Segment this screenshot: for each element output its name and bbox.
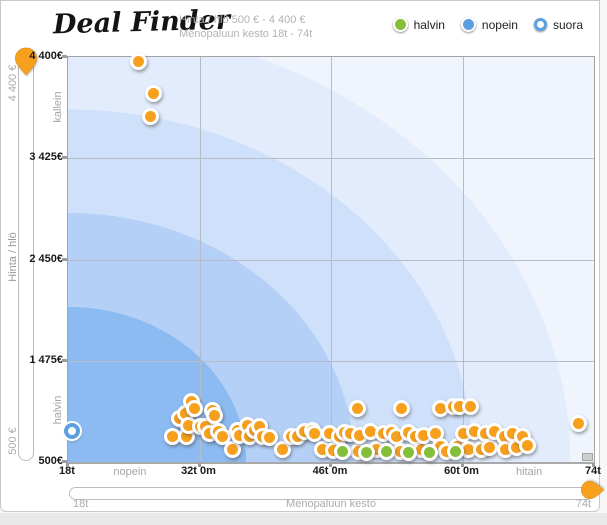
x-tick-mark [66,463,69,467]
fastest-dot-icon [460,17,476,32]
x-axis-word-nopein: nopein [113,466,147,478]
data-point-deal[interactable] [186,400,204,418]
data-point-deal[interactable] [144,84,162,102]
data-point-deal[interactable] [392,400,410,418]
summary-price-range: Hinta / hlö 500 € - 4 400 € [179,14,306,26]
legend-item-suora: suora [533,17,583,32]
data-point-deal[interactable] [223,440,241,458]
y-tick-mark [62,460,67,463]
y-tick-label: 4 400€ [29,50,63,62]
widget-panel: Deal Finder Hinta / hlö 500 € - 4 400 € … [0,0,605,512]
data-point-deal[interactable] [569,415,587,433]
data-point-deal[interactable] [261,429,279,447]
x-tick-mark [460,463,464,467]
data-point-deal[interactable] [348,400,366,418]
resize-grip [582,453,593,461]
x-tick-label: 18t [59,465,75,477]
gridline-horizontal [68,360,594,362]
price-slider-handle[interactable] [14,47,38,76]
x-tick-label: 60t 0m [444,465,479,477]
legend-item-halvin: halvin [392,17,445,32]
data-point-halvin[interactable] [400,443,418,461]
page-background-strip [0,513,607,525]
cheapest-dot-icon [392,17,408,32]
data-point-halvin[interactable] [333,442,351,460]
data-point-deal[interactable] [481,439,499,457]
y-tick-mark [62,156,67,160]
y-tick-mark [62,55,67,58]
x-axis-word-hitain: hitain [515,466,543,478]
y-tick-label: 3 425€ [29,151,63,164]
duration-slider-handle[interactable] [581,476,605,505]
x-tick-mark [329,463,332,467]
y-tick-label: 1 475€ [29,353,63,366]
y-axis-word-halvin: halvin [52,395,64,425]
y-tick-mark [62,257,67,261]
legend-label-halvin: halvin [413,17,445,32]
x-tick-label: 46t 0m [312,465,348,477]
x-tick-mark [592,463,595,467]
data-point-halvin[interactable] [377,442,395,460]
gridline-horizontal [68,259,594,261]
y-tick-mark [62,358,67,362]
data-point-suora[interactable] [63,422,80,439]
x-tick-mark [197,463,201,467]
legend-label-suora: suora [552,17,583,32]
data-point-halvin[interactable] [421,443,439,461]
duration-slider-max-label: 74t [575,498,591,510]
data-point-deal[interactable] [206,407,224,425]
legend-item-nopein: nopein [460,17,518,32]
data-point-deal[interactable] [129,52,147,70]
legend-label-nopein: nopein [481,17,518,32]
y-tick-label: 2 450€ [29,252,63,265]
x-tick-label: 32t 0m [181,465,216,477]
data-point-halvin[interactable] [358,443,376,461]
data-point-deal[interactable] [142,107,160,125]
scatter-plot[interactable] [63,52,595,464]
y-tick-label: 500€ [38,455,63,467]
data-point-deal[interactable] [518,437,536,455]
y-axis-word-kallein: kallein [52,91,64,123]
x-tick-label: 74t [585,465,601,477]
selection-summary: Hinta / hlö 500 € - 4 400 € Menopaluun k… [179,13,312,41]
data-point-deal[interactable] [273,440,291,458]
data-point-deal[interactable] [461,397,479,415]
duration-slider-min-label: 18t [73,498,89,510]
duration-axis-title: Menopaluun kesto [286,498,376,510]
legend: halvin nopein suora [392,17,583,32]
direct-ring-icon [533,18,547,31]
data-point-halvin[interactable] [447,442,465,460]
gridline-horizontal [68,158,594,160]
summary-duration-range: Menopaluun kesto 18t - 74t [179,28,313,40]
data-point-deal[interactable] [214,427,232,445]
